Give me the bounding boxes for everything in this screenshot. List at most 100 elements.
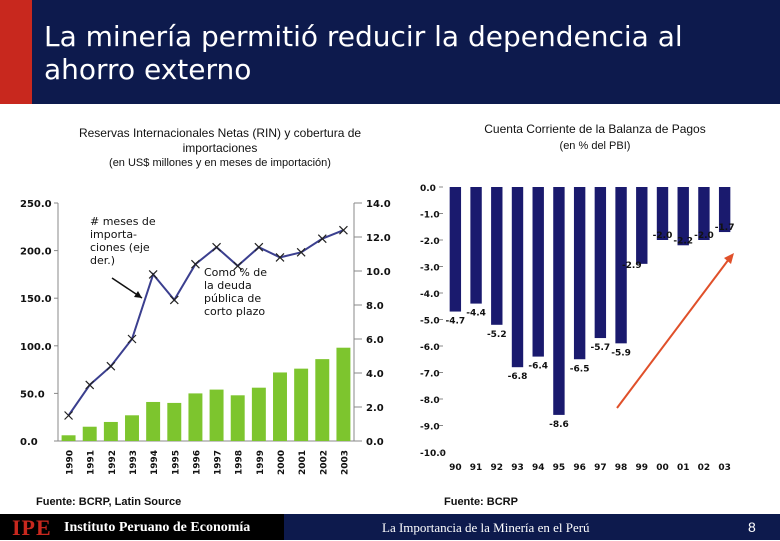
x-tick-label: 1991 [87,450,97,475]
left-y-tick-label: 150.0 [20,294,52,305]
import-months-marker [106,361,116,371]
cc-data-label: -6.5 [570,364,590,374]
cc-bar [594,187,607,339]
right-y-tick-label: 4.0 [366,369,384,380]
right-chart-title: Cuenta Corriente de la Balanza de Pagos [484,122,706,136]
right-y-tick-label: 0.0 [366,437,384,448]
rin-bar [167,402,182,441]
cc-bar [449,187,462,312]
cc-bar [553,187,565,415]
import-months-marker [64,411,73,420]
footer-caption: La Importancia de la Minería en el Perú [382,520,590,535]
cc-y-tick-label: -7.0 [420,370,440,380]
cc-data-label: -2.0 [653,231,673,241]
cc-x-tick-label: 90 [449,463,462,473]
cc-x-tick-label: 94 [532,463,545,473]
cc-data-label: -1.7 [715,223,735,233]
import-months-marker [212,242,221,252]
import-months-marker [254,242,264,252]
header-accent [0,0,32,104]
x-tick-label: 1993 [129,450,139,475]
page-number: 8 [748,519,756,535]
cc-y-tick-label: -2.0 [420,237,440,247]
cc-bar [656,187,669,240]
x-tick-label: 1990 [66,450,76,475]
cc-data-label: -2.9 [622,261,642,271]
ipe-logo: IPE [12,515,52,540]
trend-arrow-line [616,258,730,409]
import-months-marker [127,334,137,344]
rin-bar [146,401,161,441]
cc-x-tick-label: 99 [636,463,649,473]
cc-data-label: -5.9 [611,348,631,358]
footer-bar: IPE Instituto Peruano de Economía La Imp… [0,514,780,540]
cc-bar [698,187,710,240]
cc-x-tick-label: 03 [718,463,731,473]
cc-x-tick-label: 95 [553,463,566,473]
rin-bar [336,347,351,441]
cc-y-tick-label: -1.0 [420,211,440,221]
cc-x-tick-label: 93 [511,463,524,473]
cc-x-tick-label: 01 [677,463,690,473]
import-months-marker [169,295,179,305]
cc-x-tick-label: 96 [573,463,586,473]
cc-x-tick-label: 00 [656,463,669,473]
cc-bar [470,187,482,304]
x-tick-label: 1992 [108,450,118,475]
rin-bar [188,393,203,441]
left-y-tick-label: 200.0 [20,247,52,258]
x-tick-label: 1996 [192,450,202,475]
import-months-line [67,229,344,417]
cc-y-tick-label: 0.0 [420,184,436,194]
x-tick-label: 1999 [256,450,266,475]
cc-bar [532,187,544,357]
rin-bar [103,421,118,441]
left-y-tick-label: 250.0 [20,199,52,210]
import-months-marker [148,269,158,279]
import-months-marker [233,261,243,271]
cc-y-tick-label: -3.0 [420,264,440,274]
import-months-marker [275,252,285,262]
annotation-arrowhead [134,291,142,298]
cc-x-tick-label: 92 [491,463,504,473]
right-y-tick-label: 6.0 [366,335,384,346]
left-y-tick-label: 100.0 [20,342,52,353]
header-bar: La minería permitió reducir la dependenc… [0,0,780,104]
rin-bar [315,359,330,441]
left-y-tick-label: 0.0 [20,437,38,448]
cc-data-label: -5.2 [487,330,507,340]
annotation-short-debt: Como % de la deuda pública de corto plazo [204,266,267,318]
cc-bar [615,187,627,344]
annotation-import-months: # meses de importa-ciones (eje der.) [90,215,156,267]
cc-x-tick-label: 02 [698,463,711,473]
x-tick-label: 1995 [171,450,181,475]
right-chart-subtitle: (en % del PBI) [559,140,631,152]
x-tick-label: 1994 [150,450,160,475]
cc-data-label: -2.0 [694,231,714,241]
cc-x-tick-label: 91 [470,463,483,473]
right-y-tick-label: 8.0 [366,301,384,312]
cc-bar [718,187,731,233]
left-source: Fuente: BCRP, Latin Source [36,496,182,508]
rin-bar [251,387,266,441]
left-y-tick-label: 50.0 [20,389,45,400]
cc-y-tick-label: -10.0 [420,449,446,459]
right-chart: 0.0 -1.0 -2.0 -3.0 -4.0 -5.0 -6.0 -7.0 -8.0 -9.0 -… [420,184,735,473]
cc-bar [636,187,648,264]
x-tick-label: 2000 [277,450,287,475]
import-months-marker [296,247,306,257]
x-tick-label: 1997 [214,450,224,475]
right-y-tick-label: 14.0 [366,199,391,210]
rin-bar [230,395,245,441]
trend-arrowhead [724,253,734,264]
cc-x-tick-label: 98 [615,463,628,473]
x-tick-label: 2002 [319,450,329,475]
cc-bar [677,187,689,246]
cc-y-tick-label: -8.0 [420,396,440,406]
right-y-tick-label: 12.0 [366,233,391,244]
cc-data-label: -4.4 [466,309,486,319]
x-tick-label: 1998 [235,450,245,475]
left-chart-title: Reservas Internacionales Netas (RIN) y c… [78,126,362,155]
left-chart-subtitle: (en US$ millones y en meses de importaci… [109,157,331,169]
right-y-tick-label: 10.0 [366,267,391,278]
